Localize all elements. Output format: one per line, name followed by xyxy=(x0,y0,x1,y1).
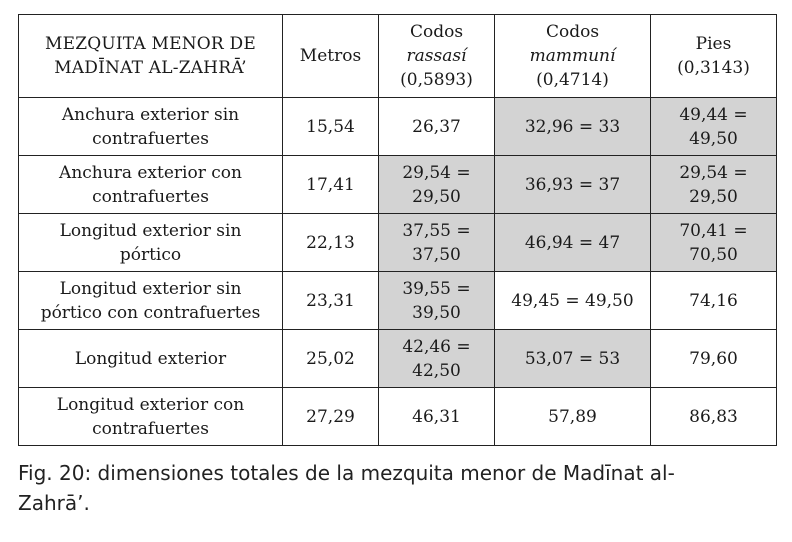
cell-pies: 86,83 xyxy=(650,387,777,446)
table-row: Anchura exterior sin contrafuertes 15,54… xyxy=(18,97,777,156)
cell-text: 42,46 = xyxy=(402,336,471,357)
cell-text: 37,50 xyxy=(412,244,461,265)
row-label: Longitud exterior con contrafuertes xyxy=(18,387,283,446)
cell-rassasi: 46,31 xyxy=(378,387,495,446)
cell-text: pórtico xyxy=(119,244,182,265)
cell-mammuni: 36,93 = 37 xyxy=(494,155,651,214)
cell-text: 36,93 = 37 xyxy=(524,174,621,195)
header-codos-mammuni: Codos mammuní (0,4714) xyxy=(494,14,651,98)
cell-mammuni: 53,07 = 53 xyxy=(494,329,651,388)
cell-text: 29,54 = xyxy=(402,162,471,183)
cell-text: 37,55 = xyxy=(402,220,471,241)
cell-text: 49,45 = 49,50 xyxy=(511,290,634,311)
cell-text: 26,37 xyxy=(412,116,461,137)
header-codos-rassasi: Codos rassasí (0,5893) xyxy=(378,14,495,98)
cell-metros: 25,02 xyxy=(282,329,379,388)
cell-text: 29,54 = xyxy=(679,162,748,183)
table-header-row: MEZQUITA MENOR DE MADĪNAT AL-ZAHRĀ’ Metr… xyxy=(18,14,777,98)
cell-text: 53,07 = 53 xyxy=(524,348,621,369)
cell-rassasi: 39,55 = 39,50 xyxy=(378,271,495,330)
header-title-line: MADĪNAT AL-ZAHRĀ’ xyxy=(54,58,247,78)
cell-pies: 29,54 = 29,50 xyxy=(650,155,777,214)
cell-text: 46,31 xyxy=(412,406,461,427)
cell-metros: 17,41 xyxy=(282,155,379,214)
cell-text: 29,50 xyxy=(689,186,738,207)
dimensions-table: MEZQUITA MENOR DE MADĪNAT AL-ZAHRĀ’ Metr… xyxy=(18,14,777,446)
cell-text: 39,55 = xyxy=(402,278,471,299)
cell-text: 39,50 xyxy=(412,302,461,323)
cell-rassasi: 42,46 = 42,50 xyxy=(378,329,495,388)
table-row: Longitud exterior 25,02 42,46 = 42,50 53… xyxy=(18,329,777,388)
header-title-line: MEZQUITA MENOR DE xyxy=(45,34,256,54)
cell-pies: 79,60 xyxy=(650,329,777,388)
cell-mammuni: 32,96 = 33 xyxy=(494,97,651,156)
header-text: mammuní xyxy=(529,46,616,66)
cell-mammuni: 49,45 = 49,50 xyxy=(494,271,651,330)
cell-text: Longitud exterior sin xyxy=(59,278,242,299)
cell-text: Anchura exterior con xyxy=(59,162,242,183)
cell-text: contrafuertes xyxy=(92,128,209,149)
header-text: Codos xyxy=(409,22,464,42)
cell-metros: 22,13 xyxy=(282,213,379,272)
header-pies: Pies (0,3143) xyxy=(650,14,777,98)
caption-line: Zahrā’. xyxy=(18,491,90,515)
table-row: Longitud exterior con contrafuertes 27,2… xyxy=(18,387,777,446)
cell-text: 70,41 = xyxy=(679,220,748,241)
cell-text: pórtico con contrafuertes xyxy=(40,302,261,323)
header-text: (0,5893) xyxy=(400,70,473,90)
row-label: Anchura exterior sin contrafuertes xyxy=(18,97,283,156)
cell-text: 46,94 = 47 xyxy=(524,232,621,253)
cell-text: 49,44 = xyxy=(679,104,748,125)
cell-text: 29,50 xyxy=(412,186,461,207)
cell-text: 70,50 xyxy=(689,244,738,265)
row-label: Longitud exterior xyxy=(18,329,283,388)
cell-text: 74,16 xyxy=(689,290,738,311)
cell-rassasi: 29,54 = 29,50 xyxy=(378,155,495,214)
header-text: rassasí xyxy=(406,46,467,66)
row-label: Anchura exterior con contrafuertes xyxy=(18,155,283,214)
cell-text: 79,60 xyxy=(689,348,738,369)
cell-text: 57,89 xyxy=(548,406,597,427)
cell-rassasi: 26,37 xyxy=(378,97,495,156)
cell-text: 42,50 xyxy=(412,360,461,381)
row-label: Longitud exterior sin pórtico xyxy=(18,213,283,272)
cell-mammuni: 46,94 = 47 xyxy=(494,213,651,272)
cell-text: 86,83 xyxy=(689,406,738,427)
row-label: Longitud exterior sin pórtico con contra… xyxy=(18,271,283,330)
cell-text: contrafuertes xyxy=(92,186,209,207)
header-text: Codos xyxy=(545,22,600,42)
table-row: Longitud exterior sin pórtico con contra… xyxy=(18,271,777,330)
cell-metros: 23,31 xyxy=(282,271,379,330)
cell-mammuni: 57,89 xyxy=(494,387,651,446)
cell-text: Longitud exterior sin xyxy=(59,220,242,241)
header-text: (0,3143) xyxy=(677,58,750,78)
cell-text: 32,96 = 33 xyxy=(524,116,621,137)
cell-pies: 70,41 = 70,50 xyxy=(650,213,777,272)
table-row: Anchura exterior con contrafuertes 17,41… xyxy=(18,155,777,214)
header-text: (0,4714) xyxy=(536,70,609,90)
figure-caption: Fig. 20: dimensiones totales de la mezqu… xyxy=(18,458,778,518)
cell-text: 49,50 xyxy=(689,128,738,149)
header-text: Pies xyxy=(695,34,732,54)
cell-text: Anchura exterior sin xyxy=(61,104,240,125)
caption-line: Fig. 20: dimensiones totales de la mezqu… xyxy=(18,461,675,485)
cell-text: contrafuertes xyxy=(92,418,209,439)
header-title-cell: MEZQUITA MENOR DE MADĪNAT AL-ZAHRĀ’ xyxy=(18,14,283,98)
cell-pies: 49,44 = 49,50 xyxy=(650,97,777,156)
table-row: Longitud exterior sin pórtico 22,13 37,5… xyxy=(18,213,777,272)
cell-text: Longitud exterior xyxy=(74,348,227,369)
cell-text: Longitud exterior con xyxy=(56,394,245,415)
cell-pies: 74,16 xyxy=(650,271,777,330)
cell-metros: 27,29 xyxy=(282,387,379,446)
cell-rassasi: 37,55 = 37,50 xyxy=(378,213,495,272)
cell-metros: 15,54 xyxy=(282,97,379,156)
header-metros: Metros xyxy=(282,14,379,98)
